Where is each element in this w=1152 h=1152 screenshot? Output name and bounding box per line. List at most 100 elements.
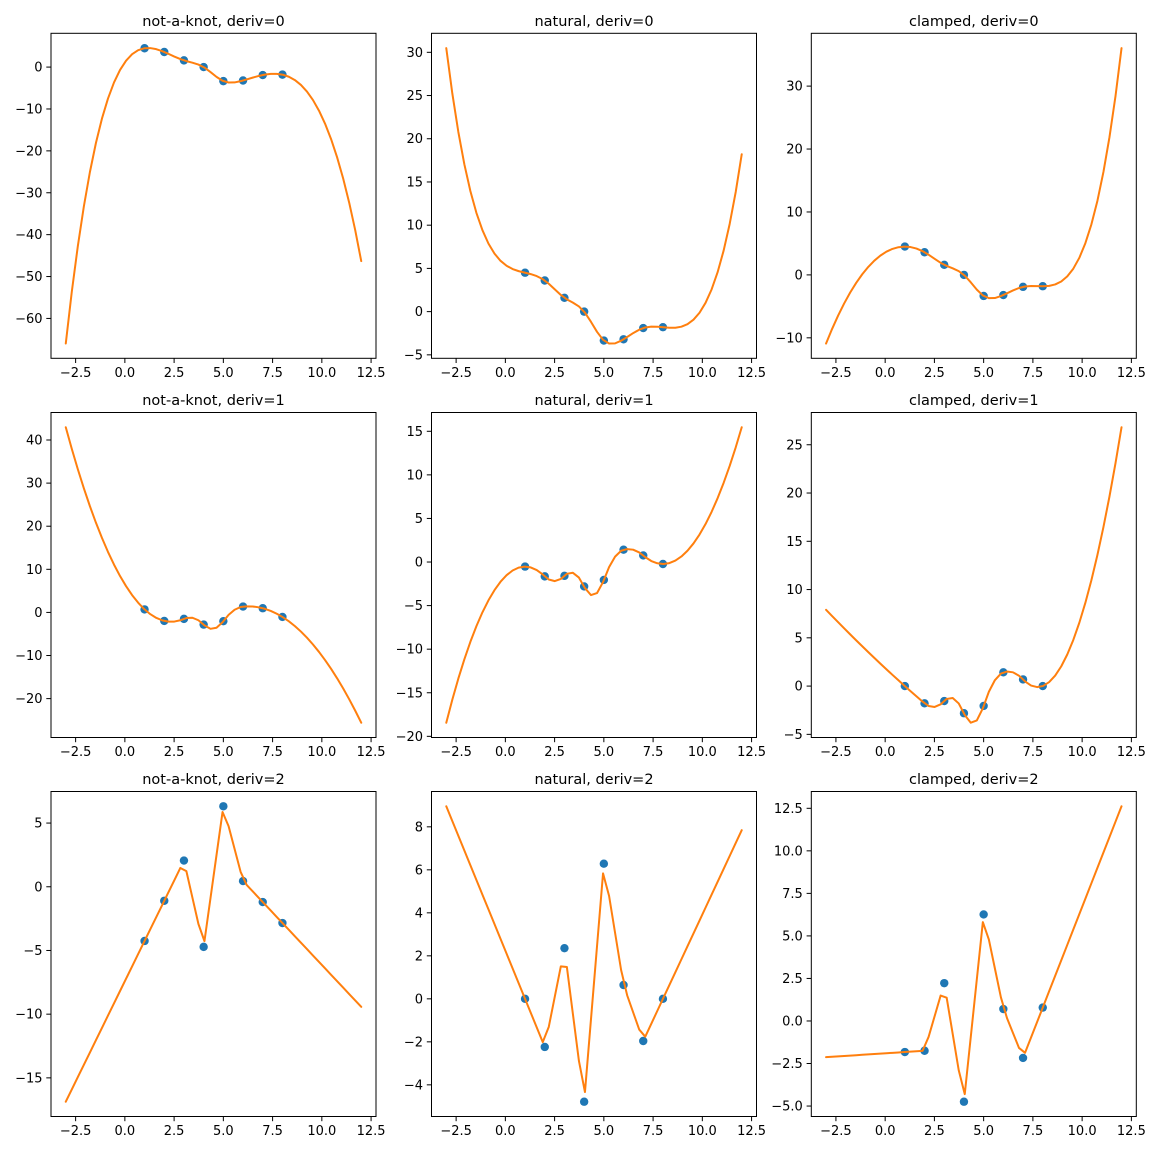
knot-point <box>579 1097 589 1106</box>
subplot-not-a-knot-deriv-1: −2.5 0.0 2.5 5.0 7.5 10.0 12.5 −20 −10 0 10 20 30 40 n… <box>15 393 385 760</box>
x-tick-label: 10.0 <box>688 1124 717 1139</box>
axes-frame <box>810 791 1137 1117</box>
x-tick-label: 5.0 <box>594 745 615 760</box>
x-tick-label: 2.5 <box>544 366 565 381</box>
subplot-natural-deriv-1: −2.5 0.0 2.5 5.0 7.5 10.0 12.5 −20 −15 −10 −5 0 5 10 1… <box>396 393 766 760</box>
y-tick-label: 40 <box>26 434 43 449</box>
axes-frame <box>431 791 757 1117</box>
y-tick-label: −30 <box>15 186 42 201</box>
y-tick-label: 5 <box>795 631 803 646</box>
y-tick-label: 15 <box>786 535 803 550</box>
spline-curve <box>64 811 363 1103</box>
y-tick-label: −2 <box>404 1035 423 1050</box>
knot-point <box>179 856 189 865</box>
knot-point <box>1018 1053 1028 1063</box>
x-tick-label: 0.0 <box>875 366 896 381</box>
x-tick-label: 0.0 <box>495 366 516 381</box>
x-tick-label: 0.0 <box>115 1124 136 1139</box>
spline-curve <box>64 47 363 345</box>
y-tick-label: 0 <box>795 268 803 283</box>
x-tick-label: 10.0 <box>307 366 336 381</box>
y-tick-label: −2.5 <box>771 1057 803 1072</box>
x-tick-label: 7.5 <box>1023 745 1044 760</box>
x-tick-label: 12.5 <box>737 366 766 381</box>
y-tick-label: 0 <box>34 606 42 621</box>
x-tick-label: 0.0 <box>875 745 896 760</box>
x-tick-label: 10.0 <box>1068 745 1097 760</box>
y-tick-label: 30 <box>786 80 803 95</box>
axes-frame <box>50 791 377 1117</box>
spline-curve <box>445 426 743 724</box>
y-tick-label: 2.5 <box>782 972 803 987</box>
x-tick-label: 5.0 <box>594 366 615 381</box>
x-tick-label: 7.5 <box>643 366 664 381</box>
subplot-title: not-a-knot, deriv=0 <box>142 14 285 30</box>
x-tick-label: 10.0 <box>688 366 717 381</box>
subplot-not-a-knot-deriv-0: −2.5 0.0 2.5 5.0 7.5 10.0 12.5 −60 −50 −40 −30 −20 −… <box>15 14 385 381</box>
x-tick-label: 0.0 <box>875 1124 896 1139</box>
axes-frame <box>431 32 757 359</box>
y-tick-label: 0 <box>34 61 42 76</box>
x-tick-label: −2.5 <box>820 366 852 381</box>
knot-point <box>959 1097 969 1106</box>
x-tick-label: 0.0 <box>115 366 136 381</box>
subplot-natural-deriv-0: −2.5 0.0 2.5 5.0 7.5 10.0 12.5 −5 0 5 10 15 20 25 30 na… <box>404 14 766 381</box>
y-tick-label: 0 <box>415 992 423 1007</box>
subplot-title: not-a-knot, deriv=1 <box>142 393 285 409</box>
spline-curve <box>825 426 1123 724</box>
y-tick-label: 5 <box>34 817 42 832</box>
y-tick-label: 20 <box>786 143 803 158</box>
y-tick-label: −10 <box>775 331 802 346</box>
knot-point <box>599 859 609 868</box>
x-tick-label: 7.5 <box>262 1124 283 1139</box>
subplot-clamped-deriv-2: −2.5 0.0 2.5 5.0 7.5 10.0 12.5 −5.0 −2.5 0.0 2.5 5.… <box>771 772 1146 1139</box>
x-tick-label: −2.5 <box>440 366 472 381</box>
x-tick-label: 2.5 <box>164 1124 185 1139</box>
x-tick-label: 0.0 <box>495 745 516 760</box>
y-tick-label: −15 <box>15 1071 42 1086</box>
y-tick-label: −5 <box>404 599 423 614</box>
y-tick-label: 5.0 <box>782 929 803 944</box>
x-tick-label: −2.5 <box>60 366 92 381</box>
knot-point <box>219 802 228 811</box>
knot-point <box>940 978 949 988</box>
x-tick-label: 12.5 <box>1117 1124 1146 1139</box>
x-tick-label: 5.0 <box>213 366 234 381</box>
x-tick-label: 7.5 <box>262 745 283 760</box>
x-tick-label: 7.5 <box>1023 1124 1044 1139</box>
subplot-natural-deriv-2: −2.5 0.0 2.5 5.0 7.5 10.0 12.5 −4 −2 0 2 4 6 8 natural… <box>404 772 766 1139</box>
subplot-clamped-deriv-1: −2.5 0.0 2.5 5.0 7.5 10.0 12.5 −5 0 5 10 15 20 25 clam… <box>784 393 1146 760</box>
x-tick-label: −2.5 <box>440 1124 472 1139</box>
y-tick-label: −10 <box>396 643 423 658</box>
y-tick-label: 10.0 <box>774 844 803 859</box>
x-tick-label: 7.5 <box>643 1124 664 1139</box>
y-tick-label: 8 <box>415 820 423 835</box>
x-tick-label: 2.5 <box>164 745 185 760</box>
x-tick-label: 7.5 <box>262 366 283 381</box>
knot-point <box>540 1042 549 1052</box>
subplot-title: clamped, deriv=1 <box>909 393 1039 409</box>
y-tick-label: 25 <box>406 89 423 104</box>
y-tick-label: −10 <box>15 1008 42 1023</box>
subplot-title: clamped, deriv=2 <box>909 772 1039 788</box>
x-tick-label: 2.5 <box>924 1124 945 1139</box>
x-tick-label: 10.0 <box>307 745 336 760</box>
spline-curve <box>445 47 743 345</box>
knot-point <box>199 942 208 952</box>
x-tick-label: −2.5 <box>60 1124 92 1139</box>
y-tick-label: −5 <box>23 944 42 959</box>
x-tick-label: 0.0 <box>495 1124 516 1139</box>
spline-curve <box>64 426 363 724</box>
y-tick-label: −10 <box>15 649 42 664</box>
y-tick-label: 10 <box>786 583 803 598</box>
y-tick-label: −50 <box>15 270 42 285</box>
spline-curve <box>825 47 1123 345</box>
knot-point <box>560 943 569 953</box>
x-tick-label: −2.5 <box>440 745 472 760</box>
x-tick-label: 12.5 <box>357 1124 386 1139</box>
y-tick-label: 15 <box>406 175 423 190</box>
axes-frame <box>50 412 377 738</box>
x-tick-label: −2.5 <box>820 745 852 760</box>
x-tick-label: −2.5 <box>820 1124 852 1139</box>
